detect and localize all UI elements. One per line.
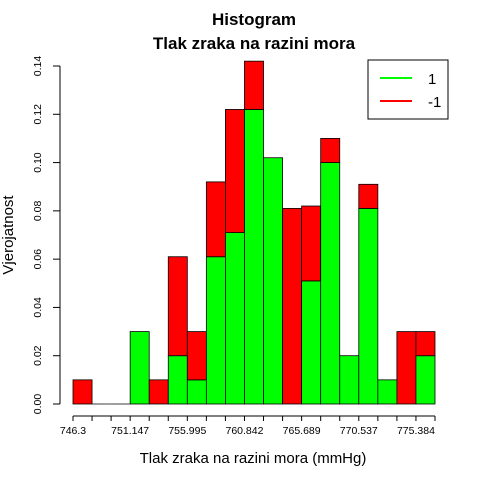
bar-series-neg1-bin-9 xyxy=(244,61,263,109)
bar-series-neg1-bin-0 xyxy=(73,380,92,404)
bar-series-1-bin-8 xyxy=(225,233,244,404)
y-tick-label-2: 0.04 xyxy=(32,297,44,318)
bar-series-neg1-bin-4 xyxy=(149,380,168,404)
bar-series-neg1-bin-18 xyxy=(416,332,435,356)
bar-series-1-bin-6 xyxy=(187,380,206,404)
bar-series-neg1-bin-11 xyxy=(283,208,302,404)
bar-series-1-bin-10 xyxy=(264,158,283,404)
legend-label-1: 1 xyxy=(428,71,436,88)
y-tick-label-0: 0.00 xyxy=(32,394,44,415)
bar-series-1-bin-5 xyxy=(168,356,187,404)
bar-series-neg1-bin-12 xyxy=(302,206,321,281)
bar-series-neg1-bin-8 xyxy=(225,109,244,232)
y-tick-label-6: 0.12 xyxy=(32,104,44,125)
x-tick-label-0: 746.3 xyxy=(60,425,86,437)
bar-series-1-bin-18 xyxy=(416,356,435,404)
x-axis-label: Tlak zraka na razini mora (mmHg) xyxy=(140,450,367,467)
bar-series-1-bin-13 xyxy=(321,163,340,404)
x-tick-label-1: 751.147 xyxy=(111,425,149,437)
x-tick-label-6: 775.384 xyxy=(397,425,435,437)
legend-label-neg1: -1 xyxy=(428,94,441,111)
y-tick-label-7: 0.14 xyxy=(32,56,44,77)
y-axis: 0.00 0.02 0.04 0.06 0.08 0.10 0.12 0.14 xyxy=(32,56,60,415)
bar-series-1-bin-9 xyxy=(244,109,263,404)
bar-series-neg1-bin-5 xyxy=(168,257,187,356)
x-tick-label-2: 755.995 xyxy=(168,425,206,437)
y-tick-label-5: 0.10 xyxy=(32,152,44,173)
legend: 1 -1 xyxy=(368,60,448,119)
y-axis-label: Vjerojatnost xyxy=(0,195,17,275)
bar-series-neg1-bin-13 xyxy=(321,138,340,162)
bar-series-neg1-bin-15 xyxy=(359,184,378,208)
chart-title: Histogram xyxy=(212,10,296,29)
bar-series-1-bin-15 xyxy=(359,208,378,404)
bar-series-1-bin-16 xyxy=(378,380,397,404)
bar-series-1-bin-3 xyxy=(130,332,149,404)
y-tick-label-1: 0.02 xyxy=(32,345,44,366)
x-tick-label-4: 765.689 xyxy=(283,425,321,437)
bar-series-1-bin-14 xyxy=(340,356,359,404)
y-tick-label-4: 0.08 xyxy=(32,200,44,221)
chart-subtitle: Tlak zraka na razini mora xyxy=(153,34,356,53)
x-tick-label-5: 770.537 xyxy=(340,425,378,437)
bar-series-1-bin-7 xyxy=(206,257,225,404)
y-tick-label-3: 0.06 xyxy=(32,249,44,270)
x-tick-label-3: 760.842 xyxy=(225,425,263,437)
bar-series-neg1-bin-6 xyxy=(187,332,206,380)
x-axis: 746.3 751.147 755.995 760.842 765.689 770.537… xyxy=(60,416,435,437)
bar-series-1-bin-12 xyxy=(302,281,321,404)
bar-series-neg1-bin-7 xyxy=(206,182,225,257)
bar-series-neg1-bin-17 xyxy=(397,332,416,404)
